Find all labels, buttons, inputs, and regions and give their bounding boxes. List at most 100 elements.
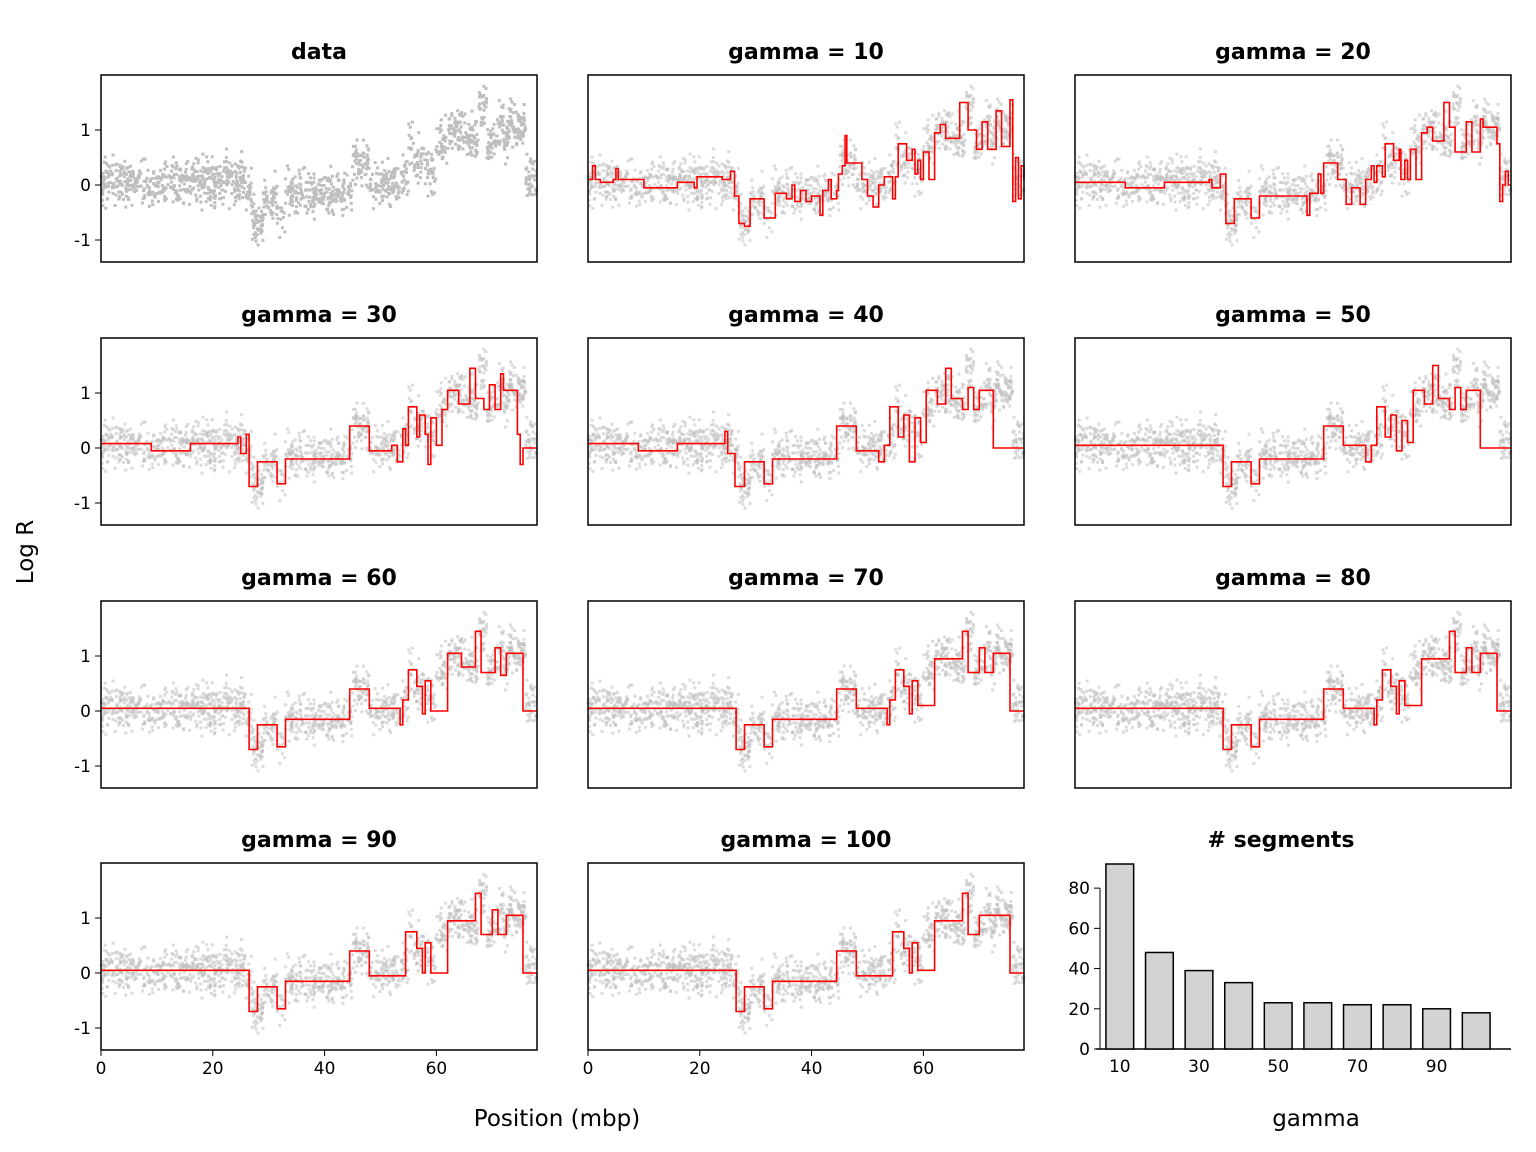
data-point [883,191,887,195]
data-point [672,175,676,179]
data-point [343,171,347,175]
data-point [903,148,907,152]
data-point [1492,134,1496,138]
data-point [906,166,910,170]
data-point [977,146,981,150]
data-point [629,187,633,191]
data-point [1382,125,1386,129]
data-point [1352,202,1356,206]
data-point [244,193,248,197]
data-point [1286,198,1290,202]
data-point [967,95,971,99]
data-point [624,175,628,179]
data-point [1253,206,1257,210]
data-point [1493,137,1497,141]
data-point [1471,139,1475,143]
data-point [379,435,383,439]
data-point [672,187,676,191]
data-point [1497,127,1501,131]
data-point [605,179,609,183]
data-point [118,163,122,167]
data-point [646,176,650,180]
data-point [775,202,779,206]
data-point [1390,181,1394,185]
data-point [1113,184,1117,188]
data-point [835,182,839,186]
data-point [373,161,377,165]
data-point [518,134,522,138]
data-point [718,179,722,183]
data-point [615,175,619,179]
data-point [890,178,894,182]
data-point [468,152,472,156]
data-point [1183,195,1187,199]
data-point [679,179,683,183]
data-point [351,154,355,158]
data-point [254,209,258,213]
data-point [1080,197,1084,201]
data-point [1151,168,1155,172]
data-point [771,190,775,194]
data-point [797,182,801,186]
data-point [404,167,408,171]
data-point [487,149,491,153]
data-point [463,121,467,125]
data-point [1120,192,1124,196]
data-point [867,195,871,199]
data-point [1450,138,1454,142]
data-point [388,177,392,181]
data-point [147,189,151,193]
data-point [160,189,164,193]
data-point [761,200,765,204]
data-point [1017,193,1021,197]
data-point [1358,174,1362,178]
data-point [485,156,489,160]
data-point [1281,199,1285,203]
data-point [1441,143,1445,147]
data-point [700,201,704,205]
y-axis-label: Log R [13,520,39,584]
data-point [1294,188,1298,192]
data-point [308,195,312,199]
data-point [1423,132,1427,136]
data-point [1354,180,1358,184]
data-point [307,199,311,203]
data-point [702,168,706,172]
data-point [437,152,441,156]
data-point [1502,189,1506,193]
data-point [513,135,517,139]
data-point [225,160,229,164]
data-point [780,175,784,179]
data-point [521,116,525,120]
data-point [1393,152,1397,156]
data-point [256,243,260,247]
data-point [298,203,302,207]
data-point [372,207,376,211]
data-point [184,177,188,181]
data-point [1076,184,1080,188]
data-point [675,178,679,182]
data-point [1159,190,1163,194]
data-point [719,187,723,191]
data-point [742,219,746,223]
data-point [836,201,840,205]
data-point [1261,188,1265,192]
data-point [801,186,805,190]
data-point [111,191,115,195]
data-point [1407,191,1411,195]
data-point [173,191,177,195]
data-point [730,180,734,184]
data-point [900,153,904,157]
data-point [475,132,479,136]
data-point [717,183,721,187]
data-point [482,115,486,119]
data-point [359,170,363,174]
data-point [1201,176,1205,180]
data-point [186,160,190,164]
data-point [1234,218,1238,222]
data-point [123,180,127,184]
data-point [215,172,219,176]
data-point [389,173,393,177]
data-point [862,171,866,175]
data-point [1111,185,1115,189]
